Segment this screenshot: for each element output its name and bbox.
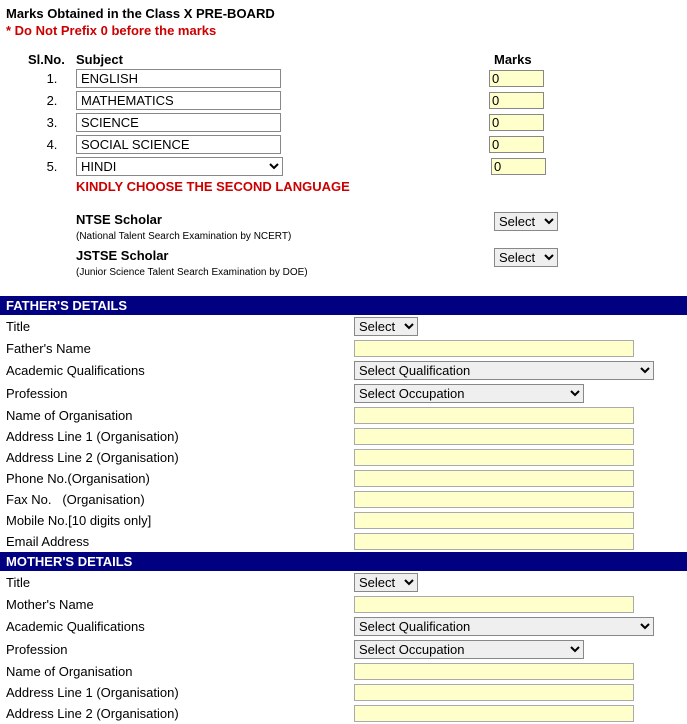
mother-org-input[interactable] bbox=[354, 663, 634, 680]
marks-row: 3. bbox=[28, 113, 687, 132]
marks-header: Sl.No. Subject Marks bbox=[28, 52, 687, 67]
marks-input-3[interactable] bbox=[489, 114, 544, 131]
mother-title-select[interactable]: Select bbox=[354, 573, 418, 592]
father-prof-select[interactable]: Select Occupation bbox=[354, 384, 584, 403]
father-email-label: Email Address bbox=[6, 534, 354, 549]
father-mobile-input[interactable] bbox=[354, 512, 634, 529]
jstse-row: JSTSE Scholar (Junior Science Talent Sea… bbox=[76, 248, 687, 278]
jstse-label: JSTSE Scholar (Junior Science Talent Sea… bbox=[76, 248, 494, 278]
marks-row: 1. bbox=[28, 69, 687, 88]
jstse-select[interactable]: Select bbox=[494, 248, 558, 267]
slno: 2. bbox=[28, 93, 76, 108]
mother-addr2-input[interactable] bbox=[354, 705, 634, 722]
father-name-label: Father's Name bbox=[6, 341, 354, 356]
father-org-input[interactable] bbox=[354, 407, 634, 424]
language-note: KINDLY CHOOSE THE SECOND LANGUAGE bbox=[76, 179, 687, 194]
slno: 4. bbox=[28, 137, 76, 152]
marks-row: 5. HINDI bbox=[28, 157, 687, 176]
subject-input-2[interactable] bbox=[76, 91, 281, 110]
father-name-input[interactable] bbox=[354, 340, 634, 357]
subject-input-1[interactable] bbox=[76, 69, 281, 88]
col-gap bbox=[286, 52, 494, 67]
col-slno: Sl.No. bbox=[28, 52, 76, 67]
father-title-select[interactable]: Select bbox=[354, 317, 418, 336]
father-fax-input[interactable] bbox=[354, 491, 634, 508]
ntse-row: NTSE Scholar (National Talent Search Exa… bbox=[76, 212, 687, 242]
subject-input-3[interactable] bbox=[76, 113, 281, 132]
father-mobile-label: Mobile No.[10 digits only] bbox=[6, 513, 354, 528]
marks-input-1[interactable] bbox=[489, 70, 544, 87]
mother-section-header: MOTHER'S DETAILS bbox=[0, 552, 687, 571]
slno: 5. bbox=[28, 159, 76, 174]
mother-addr1-input[interactable] bbox=[354, 684, 634, 701]
father-email-input[interactable] bbox=[354, 533, 634, 550]
ntse-select[interactable]: Select bbox=[494, 212, 558, 231]
mother-qual-select[interactable]: Select Qualification bbox=[354, 617, 654, 636]
father-fax-label: Fax No. (Organisation) bbox=[6, 492, 354, 507]
mother-addr1-label: Address Line 1 (Organisation) bbox=[6, 685, 354, 700]
father-qual-select[interactable]: Select Qualification bbox=[354, 361, 654, 380]
slno: 1. bbox=[28, 71, 76, 86]
mother-org-label: Name of Organisation bbox=[6, 664, 354, 679]
mother-prof-select[interactable]: Select Occupation bbox=[354, 640, 584, 659]
marks-input-2[interactable] bbox=[489, 92, 544, 109]
mother-addr2-label: Address Line 2 (Organisation) bbox=[6, 706, 354, 721]
subject-input-4[interactable] bbox=[76, 135, 281, 154]
ntse-label: NTSE Scholar (National Talent Search Exa… bbox=[76, 212, 494, 242]
mother-name-label: Mother's Name bbox=[6, 597, 354, 612]
marks-row: 4. bbox=[28, 135, 687, 154]
second-language-select[interactable]: HINDI bbox=[76, 157, 283, 176]
marks-input-4[interactable] bbox=[489, 136, 544, 153]
mother-qual-label: Academic Qualifications bbox=[6, 619, 354, 634]
mother-name-input[interactable] bbox=[354, 596, 634, 613]
father-addr1-label: Address Line 1 (Organisation) bbox=[6, 429, 354, 444]
father-phone-input[interactable] bbox=[354, 470, 634, 487]
father-org-label: Name of Organisation bbox=[6, 408, 354, 423]
father-title-label: Title bbox=[6, 319, 354, 334]
warning-text: * Do Not Prefix 0 before the marks bbox=[0, 23, 687, 52]
marks-row: 2. bbox=[28, 91, 687, 110]
scholar-block: NTSE Scholar (National Talent Search Exa… bbox=[0, 212, 687, 278]
slno: 3. bbox=[28, 115, 76, 130]
col-marks: Marks bbox=[494, 52, 554, 67]
marks-table: Sl.No. Subject Marks 1. 2. 3. 4. 5. HIND… bbox=[0, 52, 687, 176]
father-qual-label: Academic Qualifications bbox=[6, 363, 354, 378]
page-heading: Marks Obtained in the Class X PRE-BOARD bbox=[0, 0, 687, 23]
father-addr2-input[interactable] bbox=[354, 449, 634, 466]
father-section-header: FATHER'S DETAILS bbox=[0, 296, 687, 315]
father-phone-label: Phone No.(Organisation) bbox=[6, 471, 354, 486]
father-addr2-label: Address Line 2 (Organisation) bbox=[6, 450, 354, 465]
marks-input-5[interactable] bbox=[491, 158, 546, 175]
father-addr1-input[interactable] bbox=[354, 428, 634, 445]
mother-prof-label: Profession bbox=[6, 642, 354, 657]
mother-title-label: Title bbox=[6, 575, 354, 590]
father-prof-label: Profession bbox=[6, 386, 354, 401]
col-subject: Subject bbox=[76, 52, 286, 67]
